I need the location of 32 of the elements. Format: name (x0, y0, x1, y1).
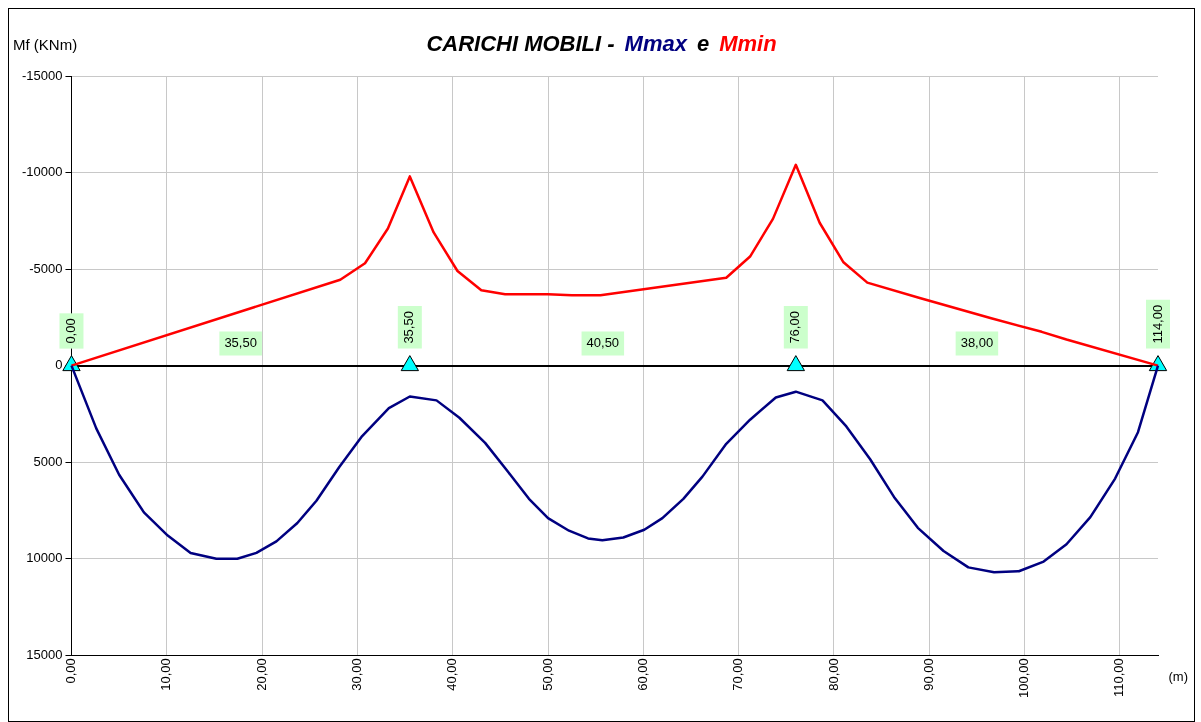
x-tick-label: 40,00 (444, 658, 460, 691)
text: Mmax (624, 31, 688, 57)
annotation: 35,50 (224, 335, 257, 351)
x-tick-label: 20,00 (253, 658, 269, 691)
y-tick-label: 10000 (26, 550, 63, 566)
x-tick-label: 60,00 (634, 658, 650, 691)
x-tick-label: 0,00 (63, 658, 79, 684)
x-tick-label: 110,00 (1111, 658, 1127, 698)
x-tick-label: 30,00 (348, 658, 364, 691)
x-tick-label: 90,00 (920, 658, 936, 691)
annotation: 114,00 (1149, 304, 1165, 344)
x-tick-label: 100,00 (1016, 658, 1032, 698)
text: e (696, 31, 710, 57)
x-tick-label: 80,00 (825, 658, 841, 691)
x-tick-label: 70,00 (730, 658, 746, 691)
y-tick-label: 5000 (33, 453, 63, 469)
y-tick-label: -10000 (21, 164, 63, 180)
chart-title: CARICHI MOBILI - (426, 31, 615, 57)
annotation: 76,00 (787, 311, 803, 344)
x-tick-label: 10,00 (158, 658, 174, 691)
y-tick-label: -15000 (21, 67, 63, 83)
y-tick-label: -5000 (29, 260, 63, 276)
annotation: 38,00 (960, 335, 994, 351)
x-axis-title: (m) (1168, 669, 1188, 684)
text: Mmin (719, 31, 777, 57)
x-tick-label: 50,00 (539, 658, 555, 691)
y-tick-label: 15000 (26, 646, 63, 662)
annotation: 40,50 (586, 335, 620, 351)
annotation: 35,50 (401, 311, 417, 344)
y-axis-title: Mf (KNm) (13, 36, 78, 53)
y-tick-label: 0 (55, 357, 63, 373)
annotation: 0,00 (63, 318, 79, 344)
